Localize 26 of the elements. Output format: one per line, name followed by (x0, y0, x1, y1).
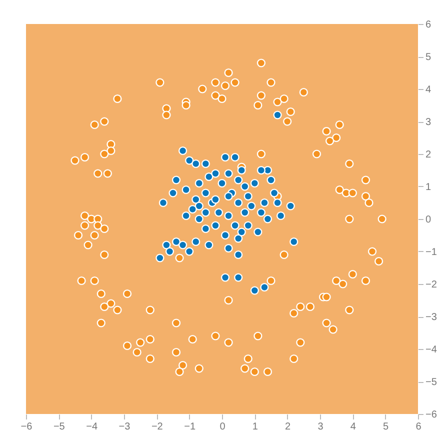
y-tick-label: 0 (426, 214, 432, 226)
y-tick-label: −3 (426, 312, 438, 323)
x-tick-label: −3 (118, 422, 131, 432)
y-tick-label: 3 (426, 117, 432, 128)
y-tick-label: −1 (426, 247, 438, 258)
y-tick-label: 5 (426, 52, 432, 63)
x-tick-label: −2 (151, 422, 164, 432)
x-tick-label: −1 (184, 422, 196, 432)
x-tick-label: −4 (86, 422, 98, 432)
y-tick-label: −5 (426, 377, 438, 388)
x-tick-label: 2 (285, 422, 292, 432)
x-tick-label: −5 (53, 422, 66, 432)
x-tick-label: 0 (220, 422, 226, 432)
x-tick-label: 1 (252, 422, 258, 432)
y-tick-label: −4 (426, 344, 438, 356)
y-tick-label: 1 (426, 182, 432, 193)
x-tick-label: −6 (20, 422, 33, 432)
x-tick-label: 5 (383, 422, 390, 432)
y-tick-label: 6 (426, 20, 432, 30)
y-tick-label: 2 (426, 150, 432, 160)
y-tick-label: 4 (426, 84, 432, 96)
x-tick-label: 6 (416, 422, 422, 432)
y-tick-label: −2 (426, 280, 438, 290)
x-tick-label: 3 (318, 422, 324, 432)
x-tick-label: 4 (350, 422, 356, 432)
y-tick-label: −6 (426, 410, 438, 420)
